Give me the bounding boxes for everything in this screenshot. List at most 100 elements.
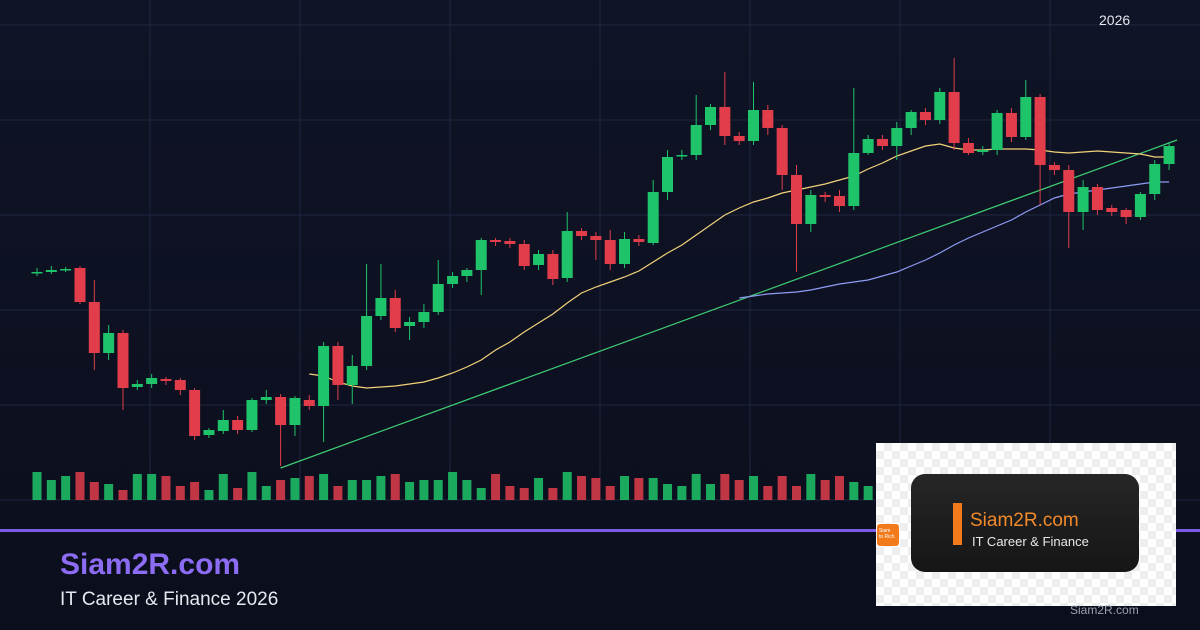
volume-bar: [491, 474, 501, 500]
logo: Siam2R.com IT Career & Finance Siam to R…: [876, 443, 1176, 606]
candle-body: [88, 302, 100, 353]
logo-subtitle: IT Career & Finance: [972, 534, 1089, 549]
candle-body: [790, 175, 802, 224]
volume-bar: [218, 474, 228, 500]
candle-body: [561, 231, 573, 278]
candle-body: [74, 268, 86, 302]
logo-card: Siam2R.com IT Career & Finance: [911, 474, 1139, 572]
volume-bar: [376, 476, 386, 500]
volume-bar: [519, 488, 529, 500]
volume-bar: [175, 486, 185, 500]
volume-bar: [605, 486, 615, 500]
candle-body: [31, 272, 43, 274]
volume-bar: [691, 474, 701, 500]
candle-body: [389, 298, 401, 328]
volume-bar: [577, 476, 587, 500]
volume-bar: [161, 476, 171, 500]
candle-body: [948, 92, 960, 143]
candle-body: [275, 397, 287, 425]
grid: [0, 0, 1200, 501]
volume-bar: [276, 480, 286, 500]
volume-bar: [648, 478, 658, 500]
candle-body: [776, 128, 788, 175]
volume-bar: [448, 472, 458, 500]
volume-bar: [634, 478, 644, 500]
volume-bar: [290, 478, 300, 500]
volume-bar: [663, 484, 673, 500]
volume-bar: [104, 484, 114, 500]
badge-line: Siam: [879, 528, 891, 534]
candle-body: [676, 155, 688, 157]
candle-body: [1149, 164, 1161, 194]
candle-body: [475, 240, 487, 270]
candle-body: [547, 254, 559, 279]
volume-bar: [347, 480, 357, 500]
candle-body: [833, 196, 845, 206]
candle-body: [876, 139, 888, 146]
volume-bar: [261, 486, 271, 500]
volume-bar: [720, 474, 730, 500]
candle-body: [991, 113, 1003, 150]
trend-line: [280, 139, 1178, 469]
candle-body: [174, 380, 186, 390]
candle-body: [318, 346, 330, 406]
candle-body: [332, 346, 344, 385]
volume-bar: [319, 474, 329, 500]
volume-bar: [505, 486, 515, 500]
candle-body: [117, 333, 129, 388]
candle-body: [819, 195, 831, 197]
candle-body: [246, 400, 258, 430]
volume-bar: [390, 474, 400, 500]
brand-title: Siam2R.com: [60, 548, 241, 581]
candle-body: [146, 378, 158, 384]
candle-body: [1106, 208, 1118, 212]
volume-bar: [190, 482, 200, 500]
candle-body: [619, 239, 631, 264]
volume-bar: [132, 474, 142, 500]
volume-bar: [863, 486, 873, 500]
candle-body: [962, 143, 974, 153]
candle-body: [131, 384, 143, 387]
candle-body: [346, 366, 358, 385]
volume-bar: [534, 478, 544, 500]
volume-bar: [562, 472, 572, 500]
candle-body: [891, 128, 903, 146]
candle-body: [490, 240, 502, 242]
candle-body: [576, 231, 588, 236]
volume-bar: [75, 472, 85, 500]
volume-bar: [791, 486, 801, 500]
candle-body: [805, 195, 817, 224]
candle-body: [260, 397, 272, 400]
candle-body: [232, 420, 244, 430]
volume-bar: [405, 482, 415, 500]
volume-bar: [820, 480, 830, 500]
candle-body: [762, 110, 774, 128]
volume-bar: [620, 476, 630, 500]
volume-bar: [777, 476, 787, 500]
candle-body: [1048, 165, 1060, 170]
candle-body: [1120, 210, 1132, 217]
volume-bar: [834, 476, 844, 500]
volume-bar: [333, 486, 343, 500]
candle-body: [604, 240, 616, 264]
candle-body: [905, 112, 917, 128]
volume-bar: [677, 486, 687, 500]
volume-bar: [433, 480, 443, 500]
candle-body: [1063, 170, 1075, 212]
year-label: 2026: [1099, 12, 1131, 28]
candle-body: [289, 398, 301, 425]
candle-body: [361, 316, 373, 366]
volume-bar: [706, 484, 716, 500]
candle-body: [518, 244, 530, 266]
volume-bar: [247, 472, 257, 500]
candle-body: [1020, 97, 1032, 137]
candle-body: [504, 241, 516, 244]
candle-body: [633, 239, 645, 242]
volume-bar: [591, 478, 601, 500]
candle-body: [705, 107, 717, 125]
volume-bar: [462, 480, 472, 500]
logo-badge: Siam to Rich: [877, 524, 899, 546]
volume-bar: [233, 488, 243, 500]
candle-body: [461, 270, 473, 276]
